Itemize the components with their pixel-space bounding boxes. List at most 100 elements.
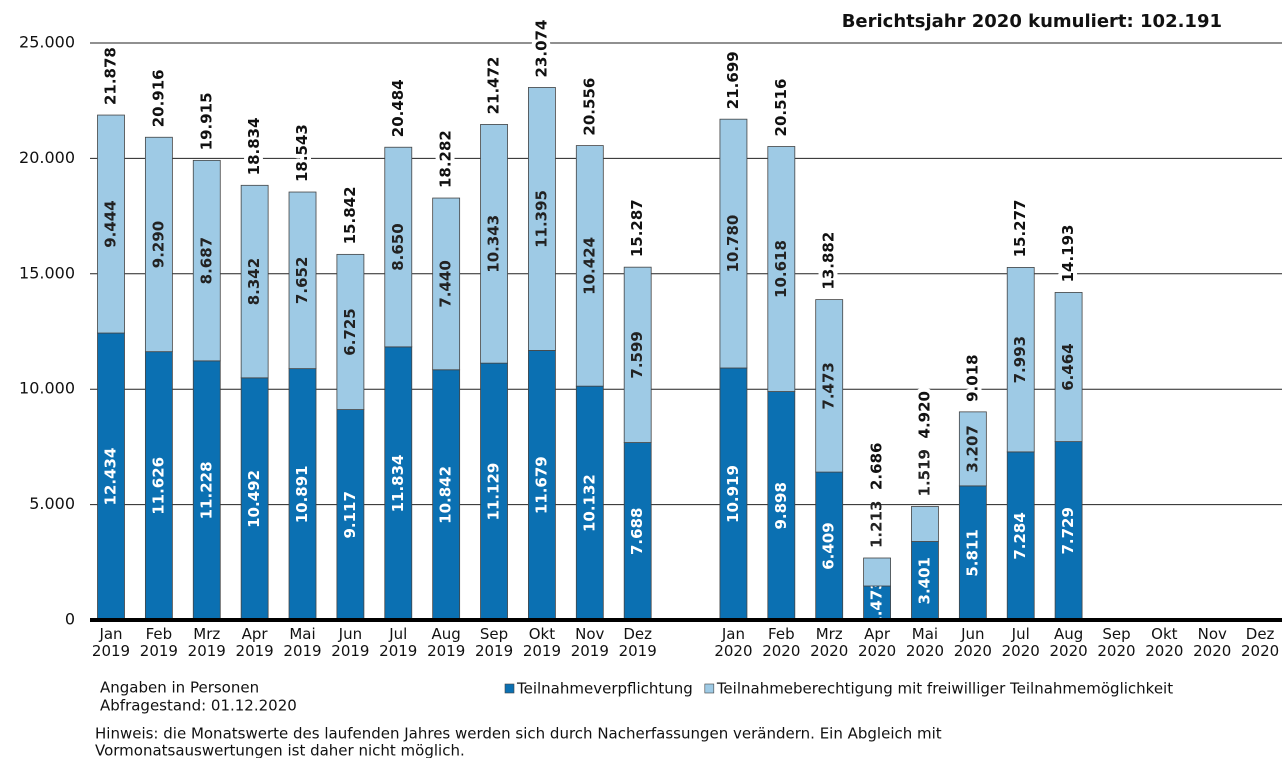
- x-tick-label: Mrz 2020: [810, 625, 849, 660]
- bar-segment: [528, 350, 556, 621]
- x-tick-label: Nov 2019: [570, 625, 609, 660]
- value-label: 7.284: [1011, 512, 1029, 559]
- y-tick-label: 15.000: [19, 263, 75, 282]
- x-tick-label: Jan 2019: [91, 625, 131, 660]
- value-label: 6.464: [1059, 343, 1077, 390]
- value-label: 7.729: [1059, 507, 1077, 554]
- total-label: 13.882: [820, 232, 838, 290]
- chart-title-value: 102.191: [1140, 11, 1222, 32]
- y-tick-label: 0: [65, 610, 75, 629]
- bar-segment: [815, 299, 844, 473]
- y-tick-label: 20.000: [19, 148, 75, 167]
- x-tick-label: Aug 2019: [427, 625, 466, 660]
- total-label: 4.920: [915, 391, 933, 438]
- value-label: 10.891: [293, 465, 311, 523]
- x-tick-label: Aug 2020: [1049, 625, 1088, 660]
- x-tick-label: Sep 2020: [1097, 625, 1136, 660]
- value-label: 8.342: [245, 258, 263, 305]
- value-label: 5.811: [963, 529, 981, 576]
- value-label: 3.401: [915, 557, 933, 604]
- total-label: 2.686: [868, 443, 886, 490]
- bar-segment: [480, 362, 508, 621]
- bar-segment: [384, 146, 413, 348]
- bar-segment: [958, 411, 987, 487]
- total-label: 18.282: [437, 130, 455, 188]
- x-tick-label: Jul 2019: [379, 625, 418, 660]
- total-label: 21.699: [724, 51, 742, 109]
- value-label: 7.993: [1011, 336, 1029, 383]
- x-tick-label: Jul 2020: [1001, 625, 1040, 660]
- value-label: 10.618: [772, 240, 790, 298]
- legend-label: Teilnahmeverpflichtung: [516, 680, 693, 698]
- x-tick-label: Sep 2019: [474, 625, 514, 660]
- legend-swatch: [504, 683, 515, 694]
- x-tick-label: Mai 2020: [905, 625, 945, 660]
- value-label: 11.129: [485, 463, 503, 521]
- bar-segment: [336, 253, 365, 410]
- value-label: 10.343: [485, 215, 503, 273]
- x-tick-label: Okt 2019: [522, 625, 561, 660]
- legend-label: Teilnahmeberechtigung mit freiwilliger T…: [716, 680, 1173, 698]
- value-label: 7.473: [820, 362, 838, 409]
- bar-segment: [336, 409, 365, 621]
- total-label: 15.842: [341, 186, 359, 244]
- value-label: 11.228: [197, 461, 215, 519]
- total-label: 18.834: [245, 117, 263, 175]
- y-tick-label: 10.000: [19, 379, 75, 398]
- total-label: 19.915: [197, 92, 215, 150]
- value-label: 12.434: [102, 448, 120, 506]
- x-tick-label: Dez 2020: [1241, 625, 1280, 660]
- value-label: 8.650: [389, 223, 407, 270]
- value-label: 11.395: [532, 190, 550, 248]
- bar-segment: [623, 442, 652, 621]
- bar-segment: [863, 557, 891, 587]
- x-tick-label: Feb 2019: [139, 625, 178, 660]
- x-tick-label: Mai 2019: [283, 625, 322, 660]
- total-label: 9.018: [963, 354, 981, 401]
- value-label: 10.842: [437, 466, 455, 524]
- total-label: 20.916: [149, 69, 167, 127]
- bar-segment: [240, 184, 269, 379]
- y-tick-label: 25.000: [19, 33, 75, 52]
- value-label: 10.132: [580, 474, 598, 532]
- value-label: 10.492: [245, 470, 263, 528]
- value-label: 6.409: [820, 522, 838, 569]
- value-label: 8.687: [197, 237, 215, 284]
- bar-segment: [480, 124, 508, 364]
- value-label: 6.725: [341, 308, 359, 355]
- x-tick-label: Jan 2020: [714, 625, 753, 660]
- bar-segment: [1006, 451, 1035, 621]
- x-tick-label: Jun 2019: [331, 625, 370, 660]
- bar-segment: [1054, 292, 1083, 443]
- x-tick-label: Nov 2020: [1193, 625, 1232, 660]
- bar-segment: [97, 332, 125, 621]
- bar-segment: [958, 485, 987, 621]
- bar-segment: [575, 145, 604, 387]
- bar-segment: [288, 191, 317, 370]
- chart-title-group: Berichtsjahr 2020 kumuliert: 102.191: [842, 11, 1222, 32]
- bar-segment: [432, 197, 461, 371]
- value-label: 1.213: [868, 501, 886, 548]
- value-label: 7.599: [628, 331, 646, 378]
- total-label: 15.277: [1011, 200, 1029, 258]
- total-label: 23.074: [532, 20, 550, 78]
- value-label: 1.519: [915, 449, 933, 496]
- value-label: 10.919: [724, 465, 742, 523]
- value-label: 11.626: [149, 457, 167, 515]
- bar-segment: [97, 114, 125, 334]
- bar-segment: [288, 368, 317, 621]
- x-tick-label: Apr 2020: [857, 625, 897, 660]
- value-label: 11.679: [532, 456, 550, 514]
- bar-segment: [1006, 267, 1035, 453]
- hint: Vormonatsauswertungen ist daher nicht mö…: [95, 742, 465, 758]
- total-label: 20.516: [772, 79, 790, 137]
- value-label: 1.473: [868, 579, 886, 626]
- bar-segment: [240, 377, 269, 621]
- note: Abfragestand: 01.12.2020: [100, 697, 297, 715]
- x-tick-label: Dez 2019: [618, 625, 657, 660]
- bar-segment: [767, 146, 796, 392]
- chart-title-suffix: kumuliert:: [1028, 11, 1134, 32]
- bar-segment: [192, 360, 221, 621]
